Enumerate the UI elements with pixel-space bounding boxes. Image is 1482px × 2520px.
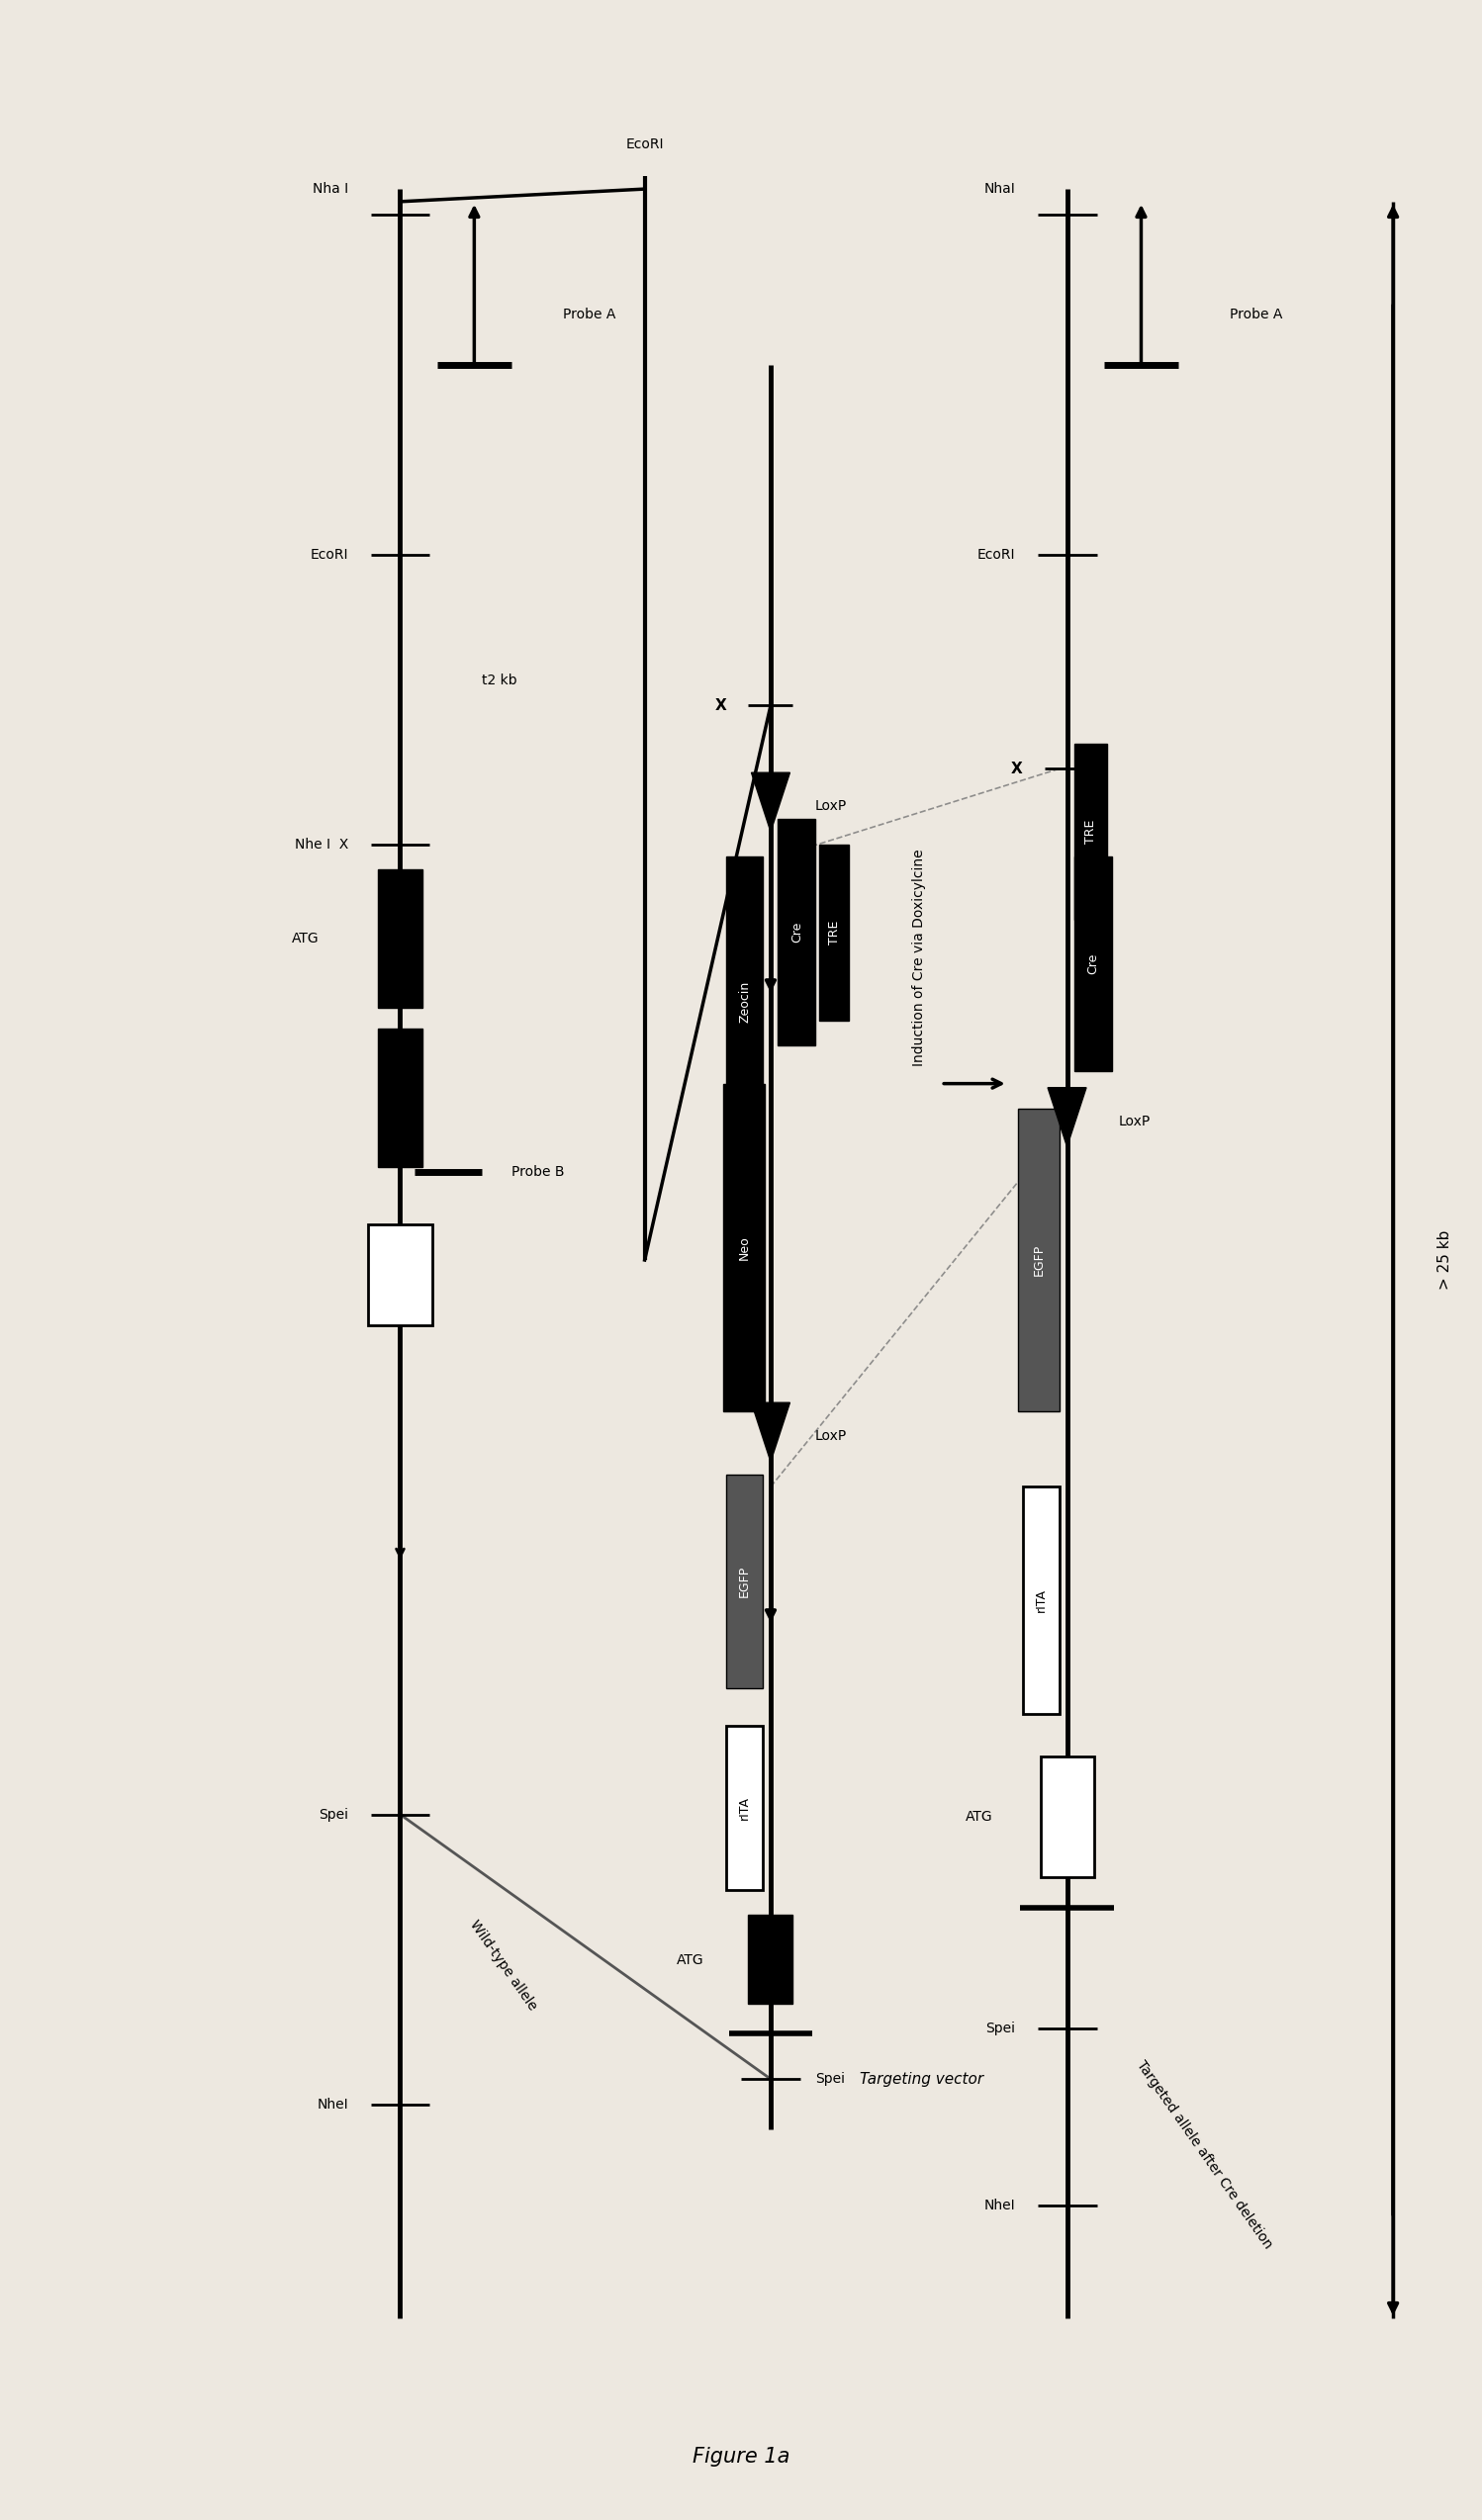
- Bar: [1074, 743, 1107, 920]
- Text: LoxP: LoxP: [815, 1429, 848, 1444]
- Text: Spei: Spei: [986, 2021, 1015, 2036]
- Text: EcoRI: EcoRI: [625, 139, 664, 151]
- Bar: [378, 869, 422, 1008]
- Bar: [726, 1474, 763, 1688]
- Text: Neo: Neo: [738, 1235, 750, 1260]
- Text: ATG: ATG: [677, 1953, 704, 1968]
- Text: EcoRI: EcoRI: [977, 547, 1015, 562]
- Text: Spei: Spei: [815, 2071, 845, 2087]
- Text: Wild-type allele: Wild-type allele: [467, 1918, 539, 2013]
- Bar: [368, 1225, 433, 1326]
- Text: Cre: Cre: [1086, 953, 1100, 975]
- Text: rITA: rITA: [1034, 1588, 1048, 1613]
- Bar: [1040, 1756, 1094, 1877]
- Text: Probe A: Probe A: [1230, 307, 1283, 323]
- Text: TRE: TRE: [1085, 819, 1097, 844]
- Text: X: X: [714, 698, 726, 713]
- Text: TRE: TRE: [828, 920, 840, 945]
- Text: ATG: ATG: [966, 1809, 993, 1824]
- Text: Nhe I  X: Nhe I X: [295, 837, 348, 852]
- Text: Induction of Cre via Doxicylcine: Induction of Cre via Doxicylcine: [911, 849, 926, 1066]
- Text: LoxP: LoxP: [815, 799, 848, 814]
- Text: Probe A: Probe A: [563, 307, 617, 323]
- Text: Targeting vector: Targeting vector: [860, 2071, 984, 2087]
- Polygon shape: [751, 1404, 790, 1462]
- Bar: [726, 857, 763, 1147]
- Bar: [1023, 1487, 1060, 1714]
- Bar: [820, 844, 849, 1021]
- Text: EGFP: EGFP: [738, 1565, 751, 1598]
- Text: X: X: [1011, 761, 1023, 776]
- Text: > 25 kb: > 25 kb: [1438, 1230, 1452, 1290]
- Text: ATG: ATG: [292, 932, 319, 945]
- Text: EcoRI: EcoRI: [310, 547, 348, 562]
- Text: Nha I: Nha I: [313, 181, 348, 197]
- Text: NheI: NheI: [984, 2197, 1015, 2213]
- Text: Figure 1a: Figure 1a: [692, 2447, 790, 2467]
- Text: EGFP: EGFP: [1033, 1245, 1045, 1275]
- Bar: [723, 1084, 765, 1411]
- Text: Targeted allele after Cre deletion: Targeted allele after Cre deletion: [1134, 2059, 1275, 2250]
- Text: Probe B: Probe B: [511, 1164, 565, 1179]
- Text: Zeocin: Zeocin: [738, 980, 751, 1023]
- Text: LoxP: LoxP: [1119, 1114, 1152, 1129]
- Text: NhaI: NhaI: [984, 181, 1015, 197]
- Text: Spei: Spei: [319, 1807, 348, 1822]
- Bar: [748, 1915, 793, 2003]
- Text: Cre: Cre: [791, 922, 803, 942]
- Bar: [1074, 857, 1112, 1071]
- Bar: [726, 1726, 763, 1890]
- Bar: [778, 819, 815, 1046]
- Text: rITA: rITA: [738, 1797, 751, 1819]
- Bar: [1018, 1109, 1060, 1411]
- Text: t2 kb: t2 kb: [482, 673, 517, 688]
- Text: NheI: NheI: [317, 2097, 348, 2112]
- Bar: [378, 1028, 422, 1167]
- Polygon shape: [751, 774, 790, 832]
- Polygon shape: [1048, 1089, 1086, 1147]
